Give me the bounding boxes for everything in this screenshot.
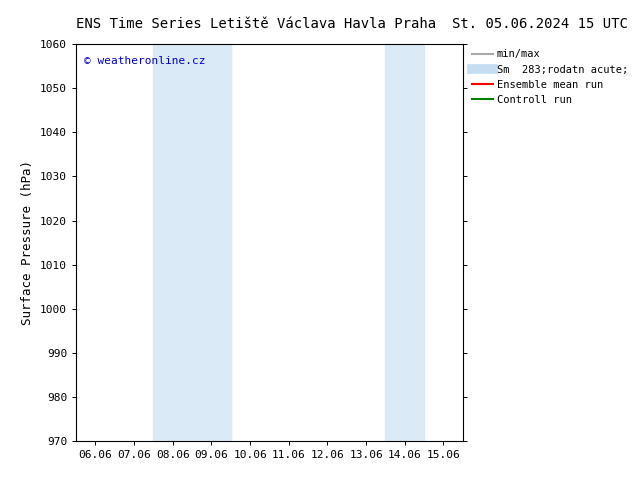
Text: St. 05.06.2024 15 UTC: St. 05.06.2024 15 UTC [452, 17, 628, 31]
Text: © weatheronline.cz: © weatheronline.cz [84, 56, 205, 66]
Bar [385, 44, 424, 441]
Legend: min/max, Sm  283;rodatn acute; odchylka, Ensemble mean run, Controll run: min/max, Sm 283;rodatn acute; odchylka, … [472, 49, 634, 105]
Text: ENS Time Series Letiště Václava Havla Praha: ENS Time Series Letiště Václava Havla Pr… [76, 17, 436, 31]
Bar [153, 44, 231, 441]
Y-axis label: Surface Pressure (hPa): Surface Pressure (hPa) [22, 160, 34, 325]
